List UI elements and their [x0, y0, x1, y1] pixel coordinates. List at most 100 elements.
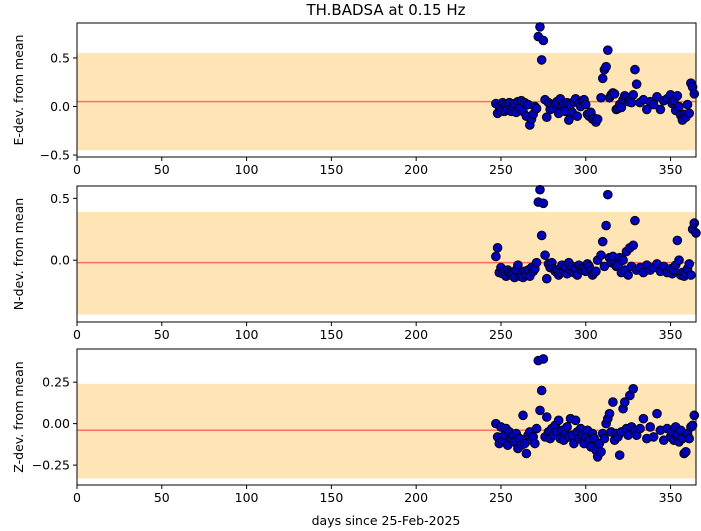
data-point [648, 432, 659, 442]
x-tick-label: 150 [319, 490, 343, 505]
x-tick-label: 350 [659, 162, 683, 177]
data-point [609, 89, 620, 99]
data-point [562, 422, 572, 432]
data-point [674, 101, 684, 112]
x-tick-label: 0 [73, 162, 81, 177]
axes-frame [76, 22, 697, 158]
data-point [601, 61, 611, 72]
data-point [608, 397, 618, 407]
data-point [684, 433, 695, 444]
y-axis-label: Z-dev. from mean [11, 361, 26, 472]
y-axis-label: N-dev. from mean [11, 198, 26, 310]
data-point [689, 89, 700, 99]
x-tick-label: 0 [73, 490, 81, 505]
x-tick-label: 0 [73, 327, 81, 342]
y-tick-label: −0.5 [40, 148, 70, 163]
y-tick-label: 0.5 [50, 50, 70, 65]
data-point [642, 104, 652, 115]
data-point [572, 111, 583, 122]
data-point [623, 270, 633, 280]
data-point [626, 97, 637, 108]
data-point [618, 255, 628, 265]
data-point [596, 92, 606, 103]
data-point [603, 189, 613, 200]
data-point [513, 260, 523, 270]
data-point [535, 184, 545, 195]
data-point [535, 405, 545, 416]
data-point [689, 410, 700, 421]
data-point [596, 250, 606, 261]
axes-frame [76, 348, 697, 486]
y-tick-label: 0.0 [50, 99, 70, 114]
data-point [672, 91, 683, 101]
x-tick-label: 50 [154, 327, 170, 342]
data-point [536, 385, 547, 396]
x-tick-label: 200 [404, 490, 428, 505]
x-tick-label: 100 [235, 162, 259, 177]
data-point [604, 408, 615, 419]
data-point [687, 420, 698, 431]
data-point [518, 410, 528, 421]
x-tick-label: 150 [319, 327, 343, 342]
data-point [541, 112, 552, 122]
data-point [682, 99, 693, 110]
data-point [628, 240, 639, 251]
x-tick-label: 250 [489, 490, 513, 505]
x-tick-label: 200 [404, 162, 428, 177]
data-point [491, 251, 501, 262]
data-point [630, 64, 640, 75]
data-point [645, 422, 656, 432]
x-tick-label: 50 [154, 162, 170, 177]
panel-1: 0 50 100 150 200 250 300 350 −0.5 0.0 0.5 E-dev. fr… [11, 22, 700, 177]
data-point [681, 447, 691, 457]
panel-3: 0 50 100 150 200 250 300 350 −0.25 0.00 0.25 Z-dev.… [11, 348, 700, 505]
data-point [684, 259, 695, 269]
data-point [591, 266, 601, 277]
data-point [521, 448, 532, 459]
data-point [580, 99, 591, 110]
data-point [492, 243, 503, 253]
data-point [536, 55, 547, 65]
data-point [530, 438, 540, 449]
data-point [638, 413, 649, 424]
data-point [614, 450, 625, 460]
data-point [652, 408, 662, 419]
data-point [601, 220, 611, 231]
data-point [592, 114, 603, 124]
data-point [538, 198, 549, 209]
y-tick-label: 0.5 [50, 191, 70, 206]
data-point [648, 99, 659, 110]
data-point [684, 108, 695, 119]
x-tick-label: 100 [235, 327, 259, 342]
data-point [538, 35, 549, 46]
data-point [655, 104, 666, 115]
data-point [570, 415, 581, 426]
figure-title: TH.BADSA at 0.15 Hz [305, 1, 465, 19]
x-tick-label: 300 [574, 327, 598, 342]
data-point [536, 230, 547, 241]
data-point [599, 433, 610, 444]
panel-2: 0 50 100 150 200 250 300 350 0.0 0.5 N-dev. from m… [11, 184, 701, 342]
x-tick-label: 200 [404, 327, 428, 342]
data-point [672, 235, 683, 246]
x-tick-label: 350 [659, 490, 683, 505]
x-tick-label: 250 [489, 162, 513, 177]
panels: 0 50 100 150 200 250 300 350 −0.5 0.0 0.5 E-dev. fr… [11, 22, 701, 505]
data-point [628, 90, 639, 100]
y-tick-label: 0.0 [50, 253, 70, 268]
data-point [619, 397, 630, 407]
data-point [531, 103, 542, 114]
data-point [597, 236, 608, 247]
x-tick-label: 150 [319, 162, 343, 177]
x-tick-label: 50 [154, 490, 170, 505]
data-point [674, 255, 684, 265]
data-point [553, 415, 564, 426]
data-point [535, 22, 545, 32]
x-tick-label: 350 [659, 327, 683, 342]
data-point [538, 354, 549, 364]
data-point [531, 423, 542, 434]
x-axis-label: days since 25-Feb-2025 [312, 513, 461, 528]
data-point [597, 73, 608, 84]
data-point [596, 447, 606, 457]
